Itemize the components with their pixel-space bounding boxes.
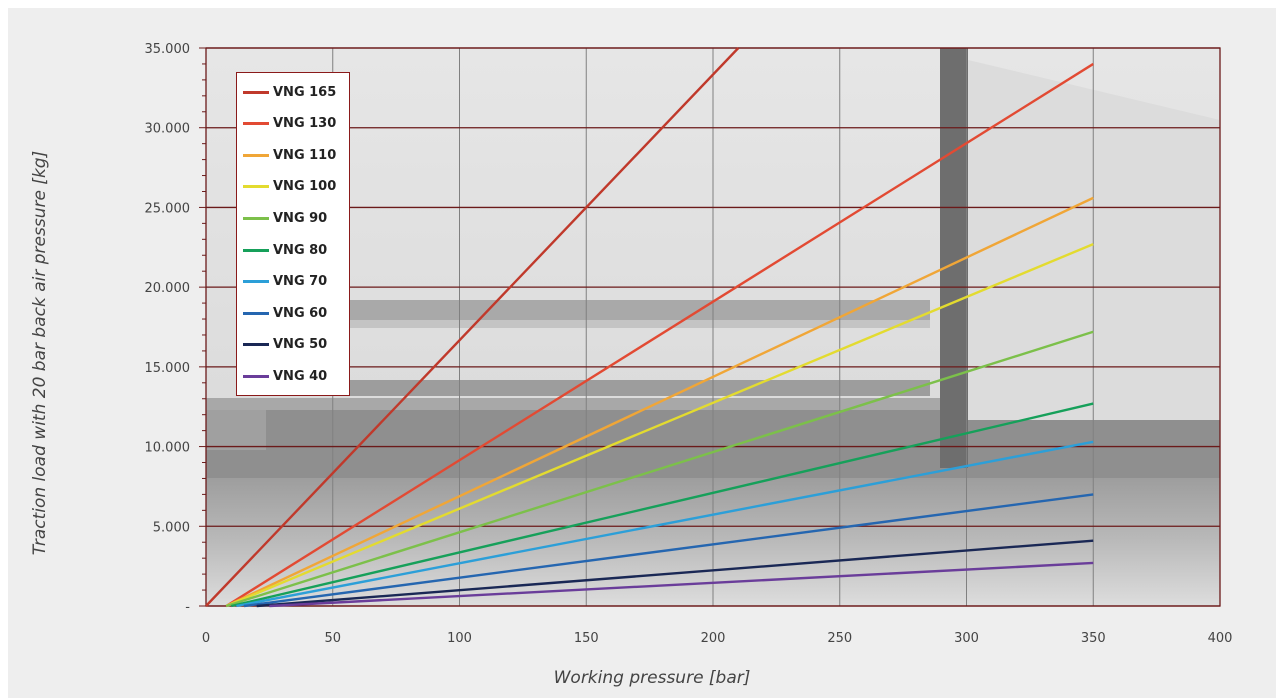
legend-swatch xyxy=(243,216,269,220)
legend-item: VNG 60 xyxy=(243,303,327,323)
x-tick-label: 50 xyxy=(324,631,341,646)
legend-swatch xyxy=(243,248,269,252)
x-tick-label: 300 xyxy=(954,631,979,646)
legend-label: VNG 50 xyxy=(273,337,328,353)
y-tick-label: 10.000 xyxy=(145,441,191,456)
series-line xyxy=(256,539,1094,608)
x-tick-label: 100 xyxy=(447,631,472,646)
legend-item: VNG 90 xyxy=(243,208,327,228)
series-line xyxy=(243,493,1094,608)
legend-label: VNG 80 xyxy=(273,242,328,258)
plot-border xyxy=(205,47,1221,607)
legend-label: VNG 130 xyxy=(273,116,337,132)
legend-label: VNG 70 xyxy=(273,274,328,290)
series-line xyxy=(225,62,1094,608)
grid-lines xyxy=(199,47,1221,607)
legend-swatch xyxy=(243,185,269,189)
x-tick-label: 0 xyxy=(202,631,210,646)
series-line xyxy=(225,330,1094,608)
series-line xyxy=(225,242,1094,608)
series-lines xyxy=(205,47,1094,608)
x-tick-label: 250 xyxy=(827,631,852,646)
y-tick-labels: - 5.000 10.000 15.000 20.000 25.000 30.000 35.0… xyxy=(145,42,191,615)
legend-item: VNG 100 xyxy=(243,177,336,197)
legend-swatch xyxy=(243,280,269,284)
x-tick-label: 200 xyxy=(701,631,726,646)
legend-label: VNG 90 xyxy=(273,210,328,226)
legend-item: VNG 110 xyxy=(243,145,336,165)
legend-swatch xyxy=(243,311,269,315)
y-tick-label: 35.000 xyxy=(145,42,191,57)
x-axis-label: Working pressure [bar] xyxy=(553,668,751,688)
y-tick-label: - xyxy=(185,600,190,615)
legend-item: VNG 50 xyxy=(243,335,327,355)
legend-swatch xyxy=(243,374,269,378)
y-axis-label: Traction load with 20 bar back air press… xyxy=(30,150,50,556)
legend-swatch xyxy=(243,153,269,157)
series-line xyxy=(231,402,1094,608)
y-tick-label: 25.000 xyxy=(145,201,191,216)
x-tick-label: 350 xyxy=(1081,631,1106,646)
y-tick-label: 20.000 xyxy=(145,281,191,296)
x-tick-labels: 0 50 100 150 200 250 300 350 400 xyxy=(202,631,1233,646)
series-line xyxy=(269,561,1094,608)
series-line xyxy=(225,196,1094,608)
y-tick-label: 5.000 xyxy=(153,520,190,535)
y-tick-label: 15.000 xyxy=(145,361,191,376)
legend-swatch xyxy=(243,90,269,94)
legend-item: VNG 80 xyxy=(243,240,327,260)
legend-label: VNG 110 xyxy=(273,147,337,163)
legend-item: VNG 130 xyxy=(243,114,336,134)
legend-swatch xyxy=(243,343,269,347)
series-line xyxy=(205,47,740,607)
legend-label: VNG 40 xyxy=(273,368,328,384)
legend-item: VNG 165 xyxy=(243,82,336,102)
series-line xyxy=(236,440,1094,608)
legend: VNG 165 VNG 130 VNG 110 VNG 100 VNG 90 VNG 80… xyxy=(236,72,350,396)
legend-label: VNG 165 xyxy=(273,84,337,100)
y-tick-label: 30.000 xyxy=(145,122,191,137)
legend-label: VNG 60 xyxy=(273,305,328,321)
legend-swatch xyxy=(243,122,269,126)
legend-item: VNG 70 xyxy=(243,272,327,292)
legend-label: VNG 100 xyxy=(273,179,337,195)
legend-item: VNG 40 xyxy=(243,366,327,386)
x-tick-label: 150 xyxy=(574,631,599,646)
x-tick-label: 400 xyxy=(1208,631,1233,646)
